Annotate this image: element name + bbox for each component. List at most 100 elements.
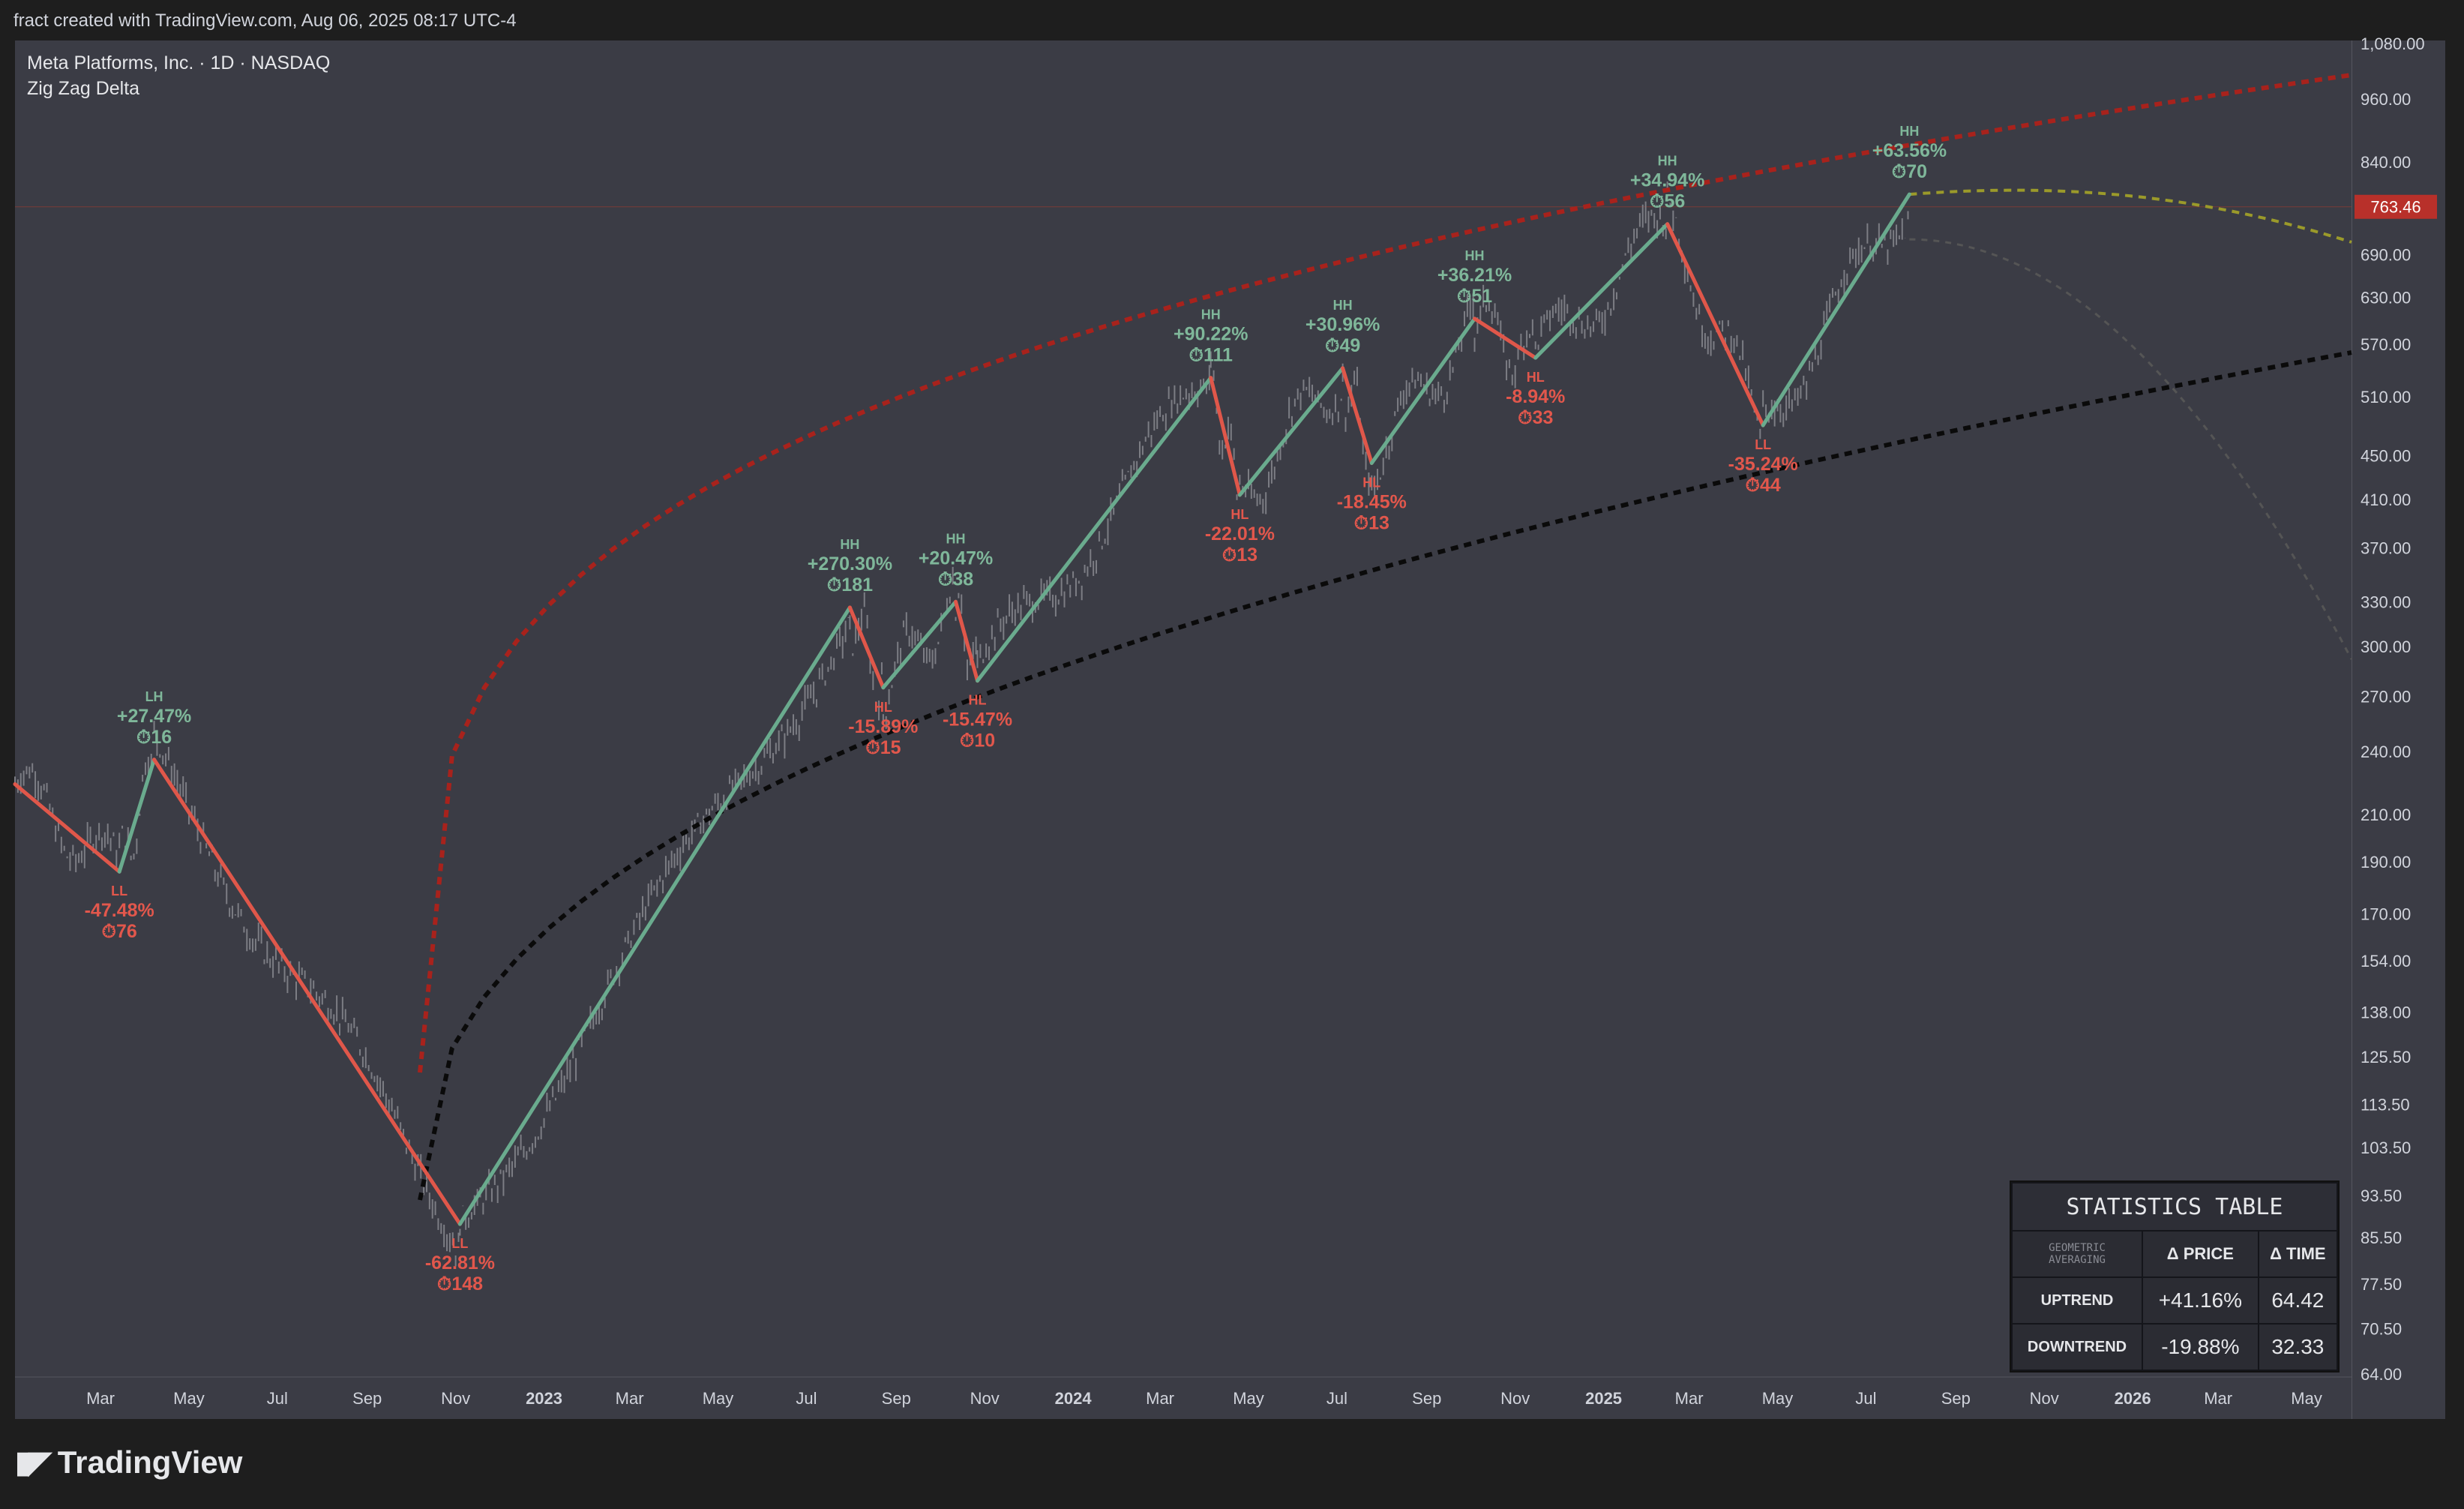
pivot-bars: ⏱13	[1222, 544, 1257, 566]
lower-arc-curve	[418, 350, 2352, 1201]
price-tick-label: 190.00	[2361, 853, 2411, 872]
tradingview-brand: TradingView	[57, 1444, 243, 1480]
zigzag-segment	[1473, 316, 1538, 360]
price-tick-label: 154.00	[2361, 952, 2411, 970]
pivot-tag: HH	[1465, 248, 1485, 263]
stats-row-label: UPTREND	[2011, 1276, 2143, 1324]
stats-corner-line2: AVERAGING	[2049, 1254, 2106, 1266]
zigzag-segment	[1209, 376, 1242, 497]
pivot-tag: HH	[1201, 308, 1221, 322]
time-tick-label: Nov	[441, 1389, 470, 1408]
pivot-tag: HL	[1527, 370, 1545, 385]
pivot-tag: HH	[840, 537, 859, 552]
price-tick-label: 103.50	[2361, 1138, 2411, 1157]
last-price-tag	[2355, 194, 2437, 219]
pivot-bars: ⏱76	[102, 921, 137, 942]
stats-col-time: Δ TIME	[2257, 1230, 2339, 1278]
time-tick-label: Jul	[1326, 1389, 1347, 1408]
projection-curve	[1909, 188, 2352, 244]
pivot-percent: -22.01%	[1205, 524, 1275, 544]
pivot-bars: ⏱33	[1518, 407, 1553, 428]
tradingview-logo[interactable]: ▮◤ TradingView	[15, 1444, 242, 1480]
price-tick-label: 125.50	[2361, 1048, 2411, 1066]
pivot-bars: ⏱44	[1746, 475, 1781, 496]
price-tick-label: 510.00	[2361, 388, 2411, 406]
price-tick-label: 370.00	[2361, 538, 2411, 557]
time-tick-label: Sep	[1941, 1389, 1971, 1408]
time-tick-label: Jul	[267, 1389, 288, 1408]
pivot-percent: +20.47%	[919, 548, 993, 568]
pivot-bars: ⏱111	[1189, 345, 1233, 366]
chart-caption: fract created with TradingView.com, Aug …	[13, 10, 517, 31]
time-tick-label: Nov	[1500, 1389, 1530, 1408]
price-tick-label: 570.00	[2361, 335, 2411, 354]
price-tick-label: 330.00	[2361, 592, 2411, 611]
zigzag-segment	[117, 758, 157, 874]
zigzag-segment	[1533, 222, 1670, 360]
price-tick-label: 85.50	[2361, 1228, 2402, 1247]
time-tick-label: 2025	[1585, 1389, 1622, 1408]
time-tick-label: May	[173, 1389, 205, 1408]
pivot-percent: -47.48%	[85, 900, 154, 921]
pivot-tag: HH	[946, 531, 966, 546]
pivot-bars: ⏱13	[1354, 512, 1389, 533]
projection-decay-curve	[1909, 238, 2353, 660]
pivot-tag: HL	[874, 700, 892, 715]
price-tick-label: 138.00	[2361, 1004, 2411, 1022]
price-tick-label: 270.00	[2361, 687, 2411, 706]
stats-value: 32.33	[2257, 1323, 2339, 1371]
time-tick-label: Jul	[796, 1389, 817, 1408]
stats-value: +41.16%	[2142, 1276, 2259, 1324]
time-tick-label: 2024	[1055, 1389, 1093, 1408]
stats-row-label: DOWNTREND	[2011, 1323, 2143, 1371]
price-tick-label: 93.50	[2361, 1186, 2402, 1205]
time-tick-label: Sep	[352, 1389, 382, 1408]
time-tick-label: Mar	[1146, 1389, 1174, 1408]
time-tick-label: 2026	[2115, 1389, 2151, 1408]
zigzag-segment	[847, 605, 886, 690]
chart-pane[interactable]	[15, 40, 2352, 1419]
price-tick-label: 70.50	[2361, 1319, 2402, 1338]
pivot-percent: +270.30%	[808, 554, 892, 574]
stats-title: STATISTICS TABLE	[2011, 1182, 2338, 1232]
last-price-tag-label: 763.46	[2370, 198, 2421, 217]
price-tick-label: 450.00	[2361, 447, 2411, 466]
stats-value: 64.42	[2257, 1276, 2339, 1324]
time-tick-label: 2023	[526, 1389, 562, 1408]
pivot-tag: HH	[1333, 298, 1353, 313]
pivot-percent: +27.47%	[117, 706, 191, 727]
pivot-percent: -15.47%	[943, 710, 1012, 730]
pivot-percent: +34.94%	[1630, 170, 1704, 191]
time-tick-label: Sep	[882, 1389, 911, 1408]
stats-corner: GEOMETRIC AVERAGING	[2011, 1230, 2143, 1278]
zigzag-segment	[1341, 366, 1374, 465]
pivot-bars: ⏱148	[437, 1274, 483, 1294]
stats-value: -19.88%	[2142, 1323, 2259, 1371]
price-axis[interactable]	[2352, 40, 2445, 1419]
time-tick-label: May	[703, 1389, 734, 1408]
statistics-table: STATISTICS TABLE GEOMETRIC AVERAGING Δ P…	[2010, 1180, 2340, 1372]
pivot-tag: LL	[1755, 437, 1771, 452]
zigzag-segment	[954, 599, 980, 683]
time-tick-label: May	[1233, 1389, 1264, 1408]
time-tick-label: Mar	[1675, 1389, 1704, 1408]
stats-corner-line1: GEOMETRIC	[2049, 1242, 2106, 1254]
pivot-bars: ⏱10	[960, 730, 995, 752]
time-tick-label: May	[2291, 1389, 2322, 1408]
time-tick-label: Jul	[1855, 1389, 1876, 1408]
pivot-bars: ⏱181	[827, 574, 873, 596]
upper-arc-curve	[418, 73, 2352, 1073]
pivot-percent: -8.94%	[1506, 386, 1565, 407]
price-tick-label: 210.00	[2361, 806, 2411, 824]
zigzag-segment	[1237, 366, 1345, 497]
pivot-percent: -62.81%	[425, 1252, 495, 1274]
indicator-title: Zig Zag Delta	[27, 78, 140, 99]
pivot-tag: HL	[1362, 475, 1380, 490]
time-tick-label: Mar	[616, 1389, 644, 1408]
zigzag-segment	[881, 599, 958, 690]
time-tick-label: Nov	[2030, 1389, 2059, 1408]
price-tick-label: 840.00	[2361, 153, 2411, 172]
pivot-percent: -35.24%	[1728, 454, 1798, 475]
zigzag-segment	[13, 782, 121, 874]
